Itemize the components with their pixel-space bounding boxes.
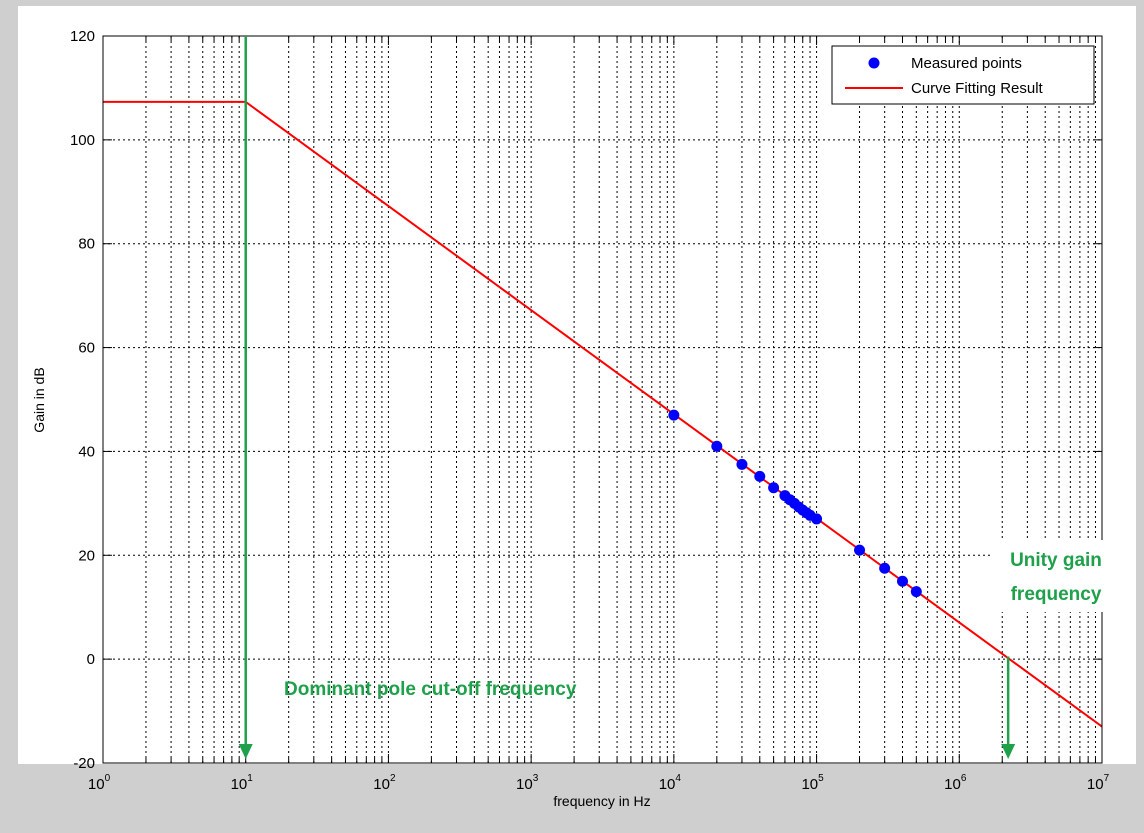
x-tick-label: 103 [516,773,539,793]
x-tick-label-exponent: 2 [390,773,396,784]
y-tick-label: 60 [78,340,95,357]
y-tick-label: 80 [78,236,95,253]
measured-point [668,409,680,421]
measured-point [754,470,766,482]
measured-point [711,440,723,452]
y-tick-label: 20 [78,547,95,564]
x-tick-label-base: 10 [659,776,676,793]
measured-point [811,513,823,525]
tick-marks [102,35,1103,764]
y-tick-label: -20 [73,755,95,772]
x-tick-label-exponent: 4 [675,773,681,784]
plot-background [103,36,1102,763]
y-tick-label: 0 [87,651,95,668]
x-tick-label-exponent: 7 [1104,773,1110,784]
x-tick-label: 101 [231,773,254,793]
x-tick-label: 102 [373,773,396,793]
x-tick-label: 106 [944,773,967,793]
measured-point [854,544,866,556]
x-tick-label: 105 [801,773,824,793]
x-tick-label: 100 [88,773,111,793]
measured-point [768,482,780,494]
x-tick-label-base: 10 [231,776,248,793]
x-tick-label-base: 10 [88,776,105,793]
legend-marker-measured [868,57,880,69]
measured-point [879,562,891,574]
y-tick-label: 120 [70,28,95,45]
legend-box [831,45,1095,105]
x-tick-label: 104 [659,773,682,793]
legend: Measured points Curve Fitting Result [831,45,1095,105]
grid [103,36,1102,763]
unity-gain-annotation-line2: frequency [1011,584,1102,605]
y-axis-label: Gain in dB [31,367,47,432]
measured-point [910,586,922,598]
x-tick-label-exponent: 0 [105,773,111,784]
x-tick-label: 107 [1087,773,1110,793]
x-tick-label-exponent: 5 [818,773,824,784]
x-tick-label-base: 10 [373,776,390,793]
x-tick-label-exponent: 6 [961,773,967,784]
x-tick-label-base: 10 [801,776,818,793]
x-tick-label-base: 10 [1087,776,1104,793]
unity-gain-annotation-line1: Unity gain [1010,550,1102,571]
dominant-pole-arrow-head [238,744,253,759]
annotations: Dominant pole cut-off frequency Unity gai… [238,36,1120,759]
x-tick-label-base: 10 [516,776,533,793]
dominant-pole-annotation: Dominant pole cut-off frequency [284,679,577,700]
y-tick-label: 40 [78,443,95,460]
x-tick-label-base: 10 [944,776,961,793]
plot-frame [102,35,1103,764]
measured-point [736,458,748,470]
unity-gain-label-bg [990,540,1120,612]
legend-label-curve: Curve Fitting Result [911,80,1044,97]
x-tick-label-exponent: 1 [247,773,253,784]
tick-labels: 100 101 102 103 104 105 106 107-200204060801001… [70,28,1110,793]
y-tick-label: 100 [70,132,95,149]
x-tick-label-exponent: 3 [533,773,539,784]
measured-point [896,575,908,587]
unity-gain-arrow-head [1001,744,1016,759]
x-axis-label: frequency in Hz [553,793,650,809]
legend-label-measured: Measured points [911,55,1022,72]
